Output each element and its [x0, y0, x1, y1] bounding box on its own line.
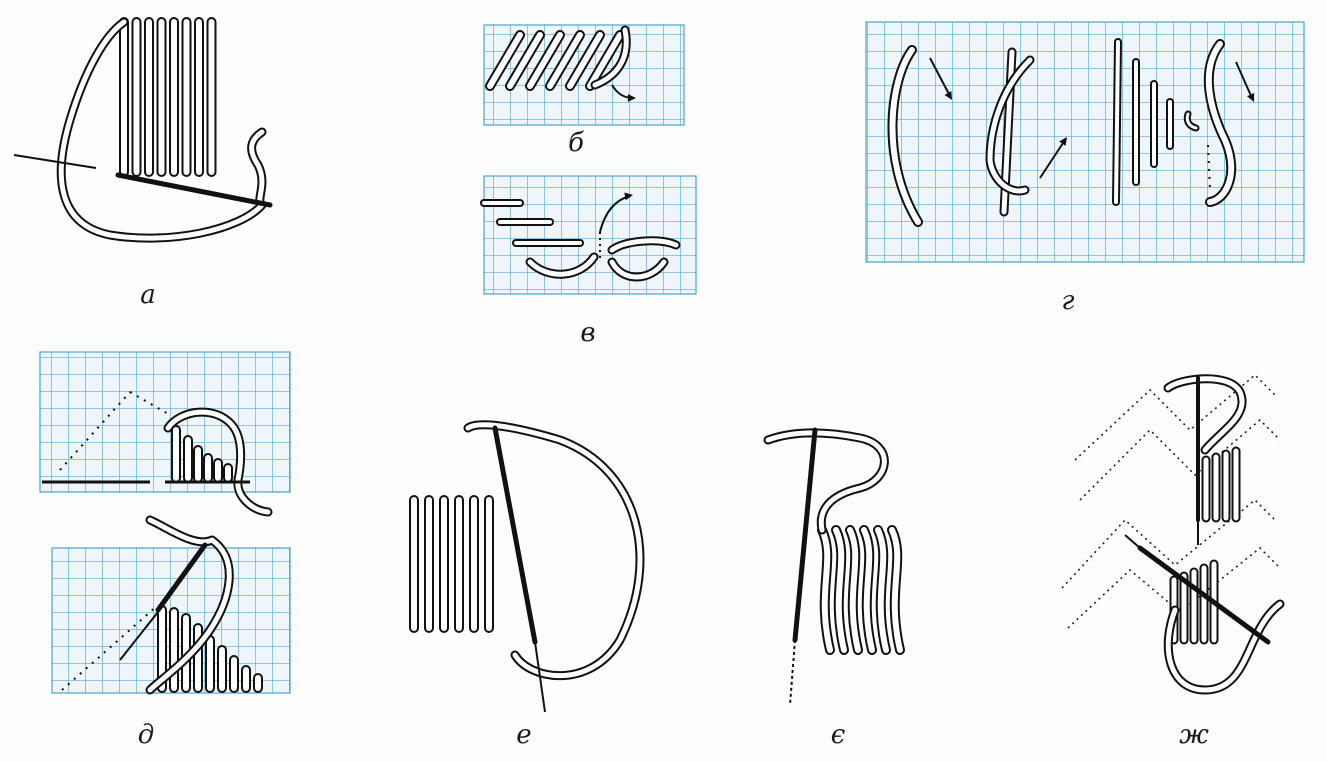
needle-d [155, 542, 208, 613]
panel-label-a: а [140, 280, 156, 310]
stitch-ye-2 [845, 525, 863, 655]
thread-zh-top [1163, 374, 1247, 455]
stitch-v-6 [607, 257, 669, 282]
needle-ye [792, 427, 818, 643]
thread-b-tail [590, 25, 631, 90]
needles-and-arrows [13, 57, 1271, 713]
arrow-b [611, 84, 636, 102]
panel-g-grid [865, 21, 1305, 263]
thread-strokes [56, 17, 1285, 695]
panel-d-grid-top [39, 351, 291, 493]
panel-label-v: в [580, 318, 596, 348]
stitch-b-1 [505, 30, 545, 91]
stitch-ye-3 [859, 525, 877, 655]
stitch-b-2 [525, 30, 565, 91]
panel-label-ye: є [830, 720, 846, 750]
stitch-g-vert-2 [1112, 38, 1122, 206]
stitch-ye-5 [887, 525, 905, 655]
arrow-g-1 [929, 57, 952, 100]
panel-label-e: е [516, 720, 532, 750]
needle-a-tail [13, 154, 97, 169]
needle-a [115, 172, 273, 208]
stitch-g-twist [985, 55, 1035, 196]
stitch-b-4 [565, 30, 605, 91]
thread-ye [763, 428, 889, 535]
needle-e [492, 425, 538, 645]
needle-e-tail [534, 641, 546, 713]
stitch-ye-4 [873, 525, 891, 655]
arrow-g-2 [1039, 137, 1067, 179]
thread-d-bot [145, 515, 234, 695]
dotted-d-bot [61, 604, 159, 691]
stitch-g-tiny [1183, 110, 1200, 132]
panel-label-b: б [568, 128, 584, 158]
stitch-g-curve-1 [887, 45, 923, 227]
panel-label-g: г [1061, 286, 1075, 316]
arrow-g-3 [1235, 61, 1255, 102]
needle-d-tail [119, 611, 159, 661]
arrow-v [599, 192, 633, 233]
thread-a-loop [56, 17, 267, 243]
thread-d-top [163, 407, 273, 517]
needle-zh-bot [1137, 545, 1271, 645]
stitch-v-5 [607, 236, 681, 255]
thread-e-loop [463, 420, 645, 681]
panel-label-zh: ж [1179, 720, 1209, 750]
panel-v-grid [483, 175, 697, 295]
stitch-b-5 [585, 30, 625, 91]
needle-zh-bot-tail [1124, 534, 1141, 549]
stitch-b-0 [485, 30, 525, 91]
stitch-ye-1 [831, 525, 849, 655]
stitch-g-curve-2 [1203, 39, 1237, 207]
needle-ye-tail [789, 639, 796, 706]
stitch-ye-0 [817, 525, 835, 655]
panel-label-d: д [137, 720, 155, 750]
dotted-d-top-1 [59, 391, 131, 471]
stitch-v-4 [525, 252, 599, 279]
stitch-b-3 [545, 30, 585, 91]
